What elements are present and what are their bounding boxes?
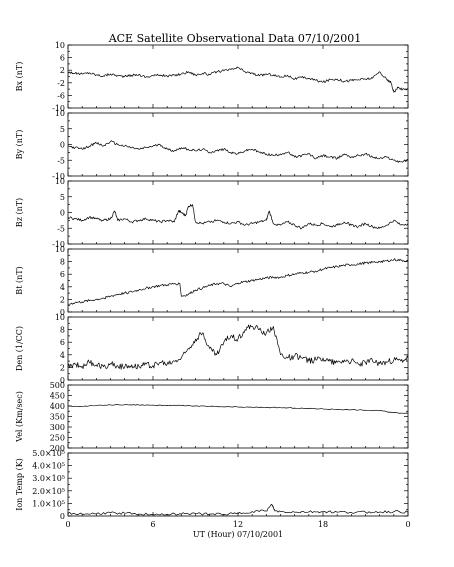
series-line (67, 324, 409, 370)
y-axis-label: By (nT) (15, 130, 24, 160)
y-tick-label: 300 (50, 423, 65, 432)
y-tick-label: 10 (55, 109, 65, 118)
y-tick-label: 5.0×10⁵ (32, 449, 65, 458)
y-tick-label: 4 (60, 283, 65, 292)
y-tick-label: 0 (60, 209, 65, 218)
y-tick-label: -10 (52, 172, 65, 181)
y-tick-label: 6 (60, 338, 65, 347)
y-tick-label: 450 (50, 392, 65, 401)
y-tick-label: 10 (55, 313, 65, 322)
y-tick-label: 2 (60, 295, 65, 304)
x-tick-label: 0 (405, 520, 410, 529)
y-tick-label: -5 (57, 156, 65, 165)
series-line (67, 204, 409, 230)
panel-frame (67, 384, 409, 449)
y-tick-label: 350 (50, 413, 65, 422)
y-tick-label: 6 (60, 270, 65, 279)
x-tick-label: 12 (233, 520, 243, 529)
series-line (67, 258, 409, 305)
y-tick-label: -2 (57, 79, 65, 88)
y-tick-label: 2.0×10⁵ (32, 487, 65, 496)
y-axis-label: Bx (nT) (15, 62, 24, 92)
x-tick-label: 0 (65, 520, 70, 529)
y-tick-label: 0 (60, 141, 65, 150)
panel-3: 10 5 0 -5 -10 Bz (nT) (15, 177, 409, 249)
y-tick-label: 10 (55, 177, 65, 186)
panel-5: 10 8 6 4 2 0 Den (1/CC) (15, 313, 409, 385)
panels-group: 10 6 2 -2 -6 -10 Bx (nT) 10 5 0 -5 -10 By (nT) 10 5 0 -5… (15, 41, 411, 529)
panel-frame (67, 248, 409, 313)
y-tick-label: 200 (50, 444, 65, 453)
y-tick-label: 4 (60, 351, 65, 360)
series-line (67, 503, 409, 516)
y-tick-label: 6 (60, 54, 65, 63)
x-tick-label: 18 (318, 520, 328, 529)
y-axis-label: Vel (Km/sec) (15, 391, 24, 443)
y-tick-label: 10 (55, 41, 65, 50)
y-tick-label: -6 (57, 91, 65, 100)
y-tick-label: 0 (60, 308, 65, 317)
x-tick-label: 6 (150, 520, 155, 529)
y-axis-label: Ion Temp (K) (15, 458, 24, 511)
series-line (67, 66, 409, 93)
chart-title: ACE Satellite Observational Data 07/10/2… (108, 32, 362, 45)
y-tick-label: 400 (50, 402, 65, 411)
y-tick-label: 2 (60, 66, 65, 75)
y-tick-label: 8 (60, 258, 65, 267)
y-tick-label: 5 (60, 193, 65, 202)
panel-frame (67, 180, 409, 245)
y-tick-label: 0 (60, 512, 65, 521)
y-tick-label: -10 (52, 240, 65, 249)
y-tick-label: 1.0×10⁵ (32, 499, 65, 508)
y-tick-label: -10 (52, 104, 65, 113)
x-axis-label: UT (Hour) 07/10/2001 (193, 530, 283, 539)
y-tick-label: 8 (60, 326, 65, 335)
y-tick-label: -5 (57, 224, 65, 233)
y-axis-label: Bt (nT) (15, 266, 24, 294)
y-tick-label: 3.0×10⁵ (32, 474, 65, 483)
y-tick-label: 10 (55, 245, 65, 254)
y-axis-label: Den (1/CC) (15, 326, 24, 371)
y-tick-label: 250 (50, 434, 65, 443)
panel-4: 10 8 6 4 2 0 Bt (nT) (15, 245, 409, 317)
panel-frame (67, 44, 409, 109)
panel-frame (67, 316, 409, 381)
series-line (67, 404, 409, 414)
panel-1: 10 6 2 -2 -6 -10 Bx (nT) (15, 41, 409, 113)
y-axis-label: Bz (nT) (15, 198, 24, 227)
panel-2: 10 5 0 -5 -10 By (nT) (15, 109, 409, 181)
panel-7: 5.0×10⁵ 4.0×10⁵ 3.0×10⁵ 2.0×10⁵ 1.0×10⁵ 0 Ion … (15, 449, 409, 521)
y-tick-label: 4.0×10⁵ (32, 462, 65, 471)
series-line (67, 140, 409, 163)
y-tick-label: 0 (60, 376, 65, 385)
y-tick-label: 500 (50, 381, 65, 390)
y-tick-label: 5 (60, 125, 65, 134)
panel-frame (67, 452, 409, 517)
y-tick-label: 2 (60, 363, 65, 372)
panel-frame (67, 112, 409, 177)
